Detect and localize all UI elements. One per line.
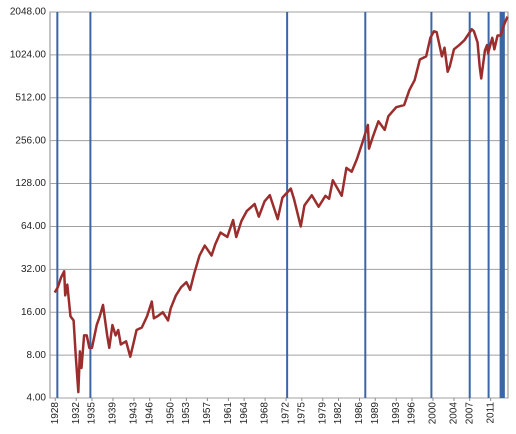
- x-tick-label: 1957: [202, 402, 213, 425]
- y-tick-label: 128.00: [15, 178, 46, 189]
- x-tick-label: 1972: [281, 402, 292, 425]
- y-tick-label: 64.00: [21, 221, 46, 232]
- y-tick-label: 8.00: [27, 350, 47, 361]
- x-tick-label: 1935: [87, 402, 98, 425]
- x-tick-label: 1946: [144, 402, 155, 425]
- y-tick-label: 2048.00: [10, 7, 47, 18]
- price-line: [53, 16, 509, 394]
- x-tick-label: 2007: [464, 402, 475, 425]
- x-tick-label: 1996: [407, 402, 418, 425]
- x-tick-label: 1986: [354, 402, 365, 425]
- x-tick-label: 1950: [165, 402, 176, 425]
- x-tick-label: 1943: [129, 402, 140, 425]
- x-tick-label: 1928: [50, 402, 61, 425]
- y-tick-label: 1024.00: [10, 50, 47, 61]
- x-tick-label: 1968: [260, 402, 271, 425]
- x-tick-label: 1964: [239, 402, 250, 425]
- x-tick-label: 1932: [71, 402, 82, 425]
- x-tick-label: 2000: [428, 402, 439, 425]
- x-tick-label: 1989: [370, 402, 381, 425]
- x-tick-label: 2011: [485, 402, 496, 424]
- x-tick-label: 2004: [449, 402, 460, 425]
- x-tick-label: 1961: [223, 402, 234, 425]
- x-tick-label: 1979: [317, 402, 328, 425]
- y-tick-label: 512.00: [15, 92, 46, 103]
- y-tick-label: 16.00: [21, 307, 46, 318]
- y-tick-label: 4.00: [27, 393, 47, 404]
- plot-area: [49, 11, 509, 399]
- x-tick-label: 1982: [333, 402, 344, 425]
- x-tick-label: 1975: [296, 402, 307, 425]
- signal-band: [499, 12, 505, 398]
- y-tick-label: 32.00: [21, 264, 46, 275]
- y-tick-label: 256.00: [15, 135, 46, 146]
- x-tick-label: 1939: [108, 402, 119, 425]
- x-tick-label: 1953: [181, 402, 192, 425]
- x-tick-label: 1993: [391, 402, 402, 425]
